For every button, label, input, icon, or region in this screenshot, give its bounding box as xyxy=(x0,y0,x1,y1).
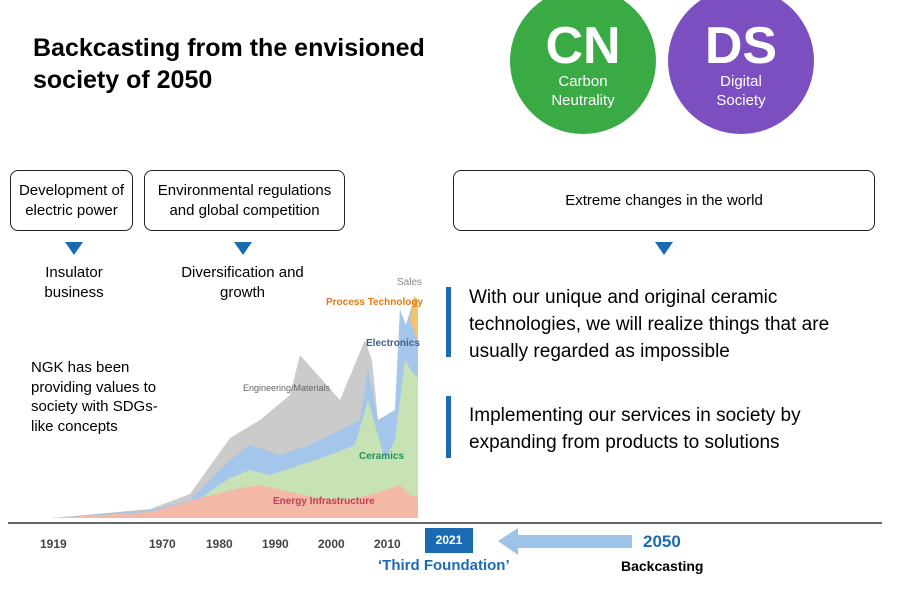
third-foundation-label: ‘Third Foundation’ xyxy=(378,557,510,574)
page-title: Backcasting from the envisioned society … xyxy=(33,34,425,94)
insulator-label: Insulator business xyxy=(44,264,104,301)
electric-power-box: Development of electric power xyxy=(10,170,133,231)
ceramics-label: Ceramics xyxy=(359,451,405,462)
year-label: 1970 xyxy=(149,537,176,551)
electronics-label: Electronics xyxy=(366,338,420,349)
backcasting-arrow-icon xyxy=(498,528,632,555)
cn-line2: Neutrality xyxy=(551,92,615,109)
carbon-neutrality-circle: CN Carbon Neutrality xyxy=(510,0,656,134)
electric-power-text: Development of electric power xyxy=(18,181,125,219)
statement-2: Implementing our services in society by … xyxy=(469,405,801,453)
ds-abbr: DS xyxy=(704,17,778,75)
ds-line2: Society xyxy=(716,92,766,109)
statement-bar xyxy=(446,396,451,458)
engineering-label: Engineering/Materials xyxy=(243,383,331,393)
extreme-changes-box: Extreme changes in the world xyxy=(453,170,875,231)
diversification-label: Diversification and growth xyxy=(181,264,304,301)
year-label: 2010 xyxy=(374,537,401,551)
backcasting-label: Backcasting xyxy=(621,558,704,574)
environmental-box: Environmental regulations and global com… xyxy=(144,170,345,231)
statement-1: With our unique and original ceramic tec… xyxy=(469,287,830,362)
down-triangle-icon xyxy=(65,242,83,255)
ceramics-area xyxy=(52,360,418,518)
cn-abbr: CN xyxy=(545,17,621,75)
down-triangle-icon xyxy=(234,242,252,255)
year-label: 2000 xyxy=(318,537,345,551)
cn-line1: Carbon xyxy=(558,73,608,90)
digital-society-circle: DS Digital Society xyxy=(668,0,814,134)
process-label: Process Technology xyxy=(326,297,424,308)
current-year-badge: 2021 xyxy=(425,528,473,553)
target-year-label: 2050 xyxy=(643,532,681,551)
statement-bar xyxy=(446,287,451,357)
process-area xyxy=(410,296,418,342)
ds-line1: Digital xyxy=(720,73,762,90)
year-label: 1980 xyxy=(206,537,233,551)
ngk-text: NGK has been providing values to society… xyxy=(31,359,158,435)
year-label: 1919 xyxy=(40,537,67,551)
year-label: 1990 xyxy=(262,537,289,551)
extreme-changes-text: Extreme changes in the world xyxy=(565,191,763,209)
environmental-text: Environmental regulations and global com… xyxy=(157,181,332,219)
energy-area xyxy=(52,485,418,518)
down-triangle-icon xyxy=(655,242,673,255)
sales-label: Sales xyxy=(397,277,423,288)
energy-label: Energy Infrastructure xyxy=(273,496,375,507)
